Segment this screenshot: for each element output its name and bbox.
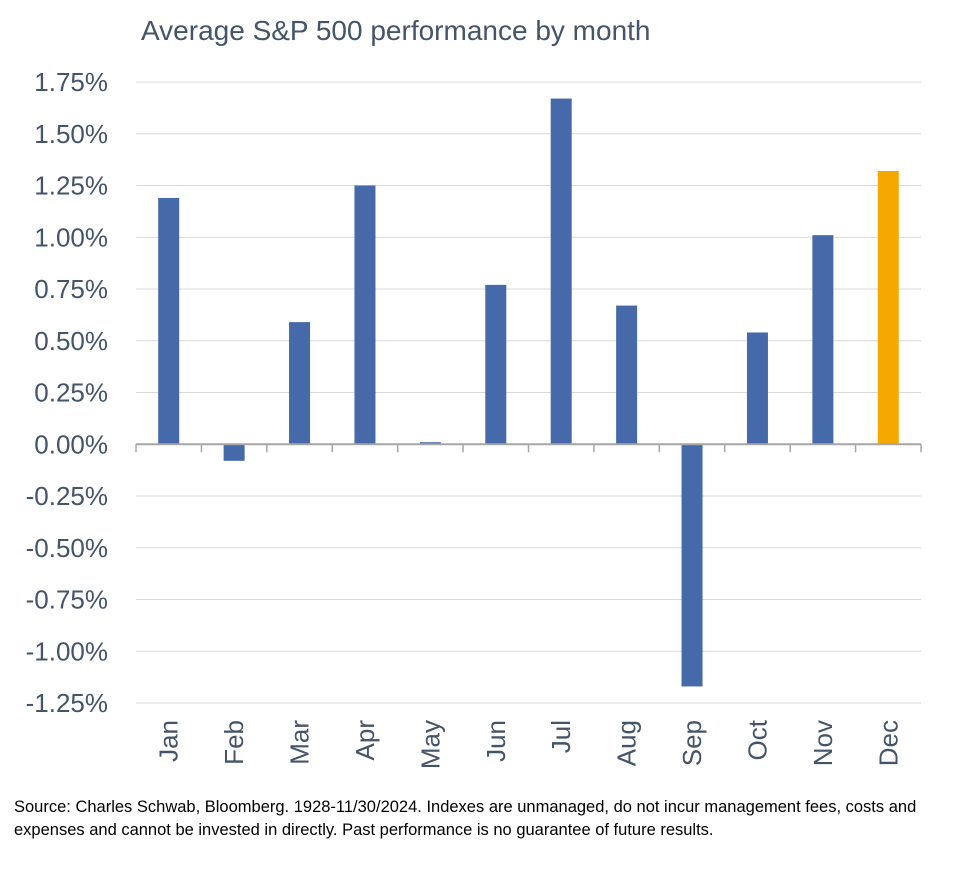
bar-apr	[354, 185, 376, 445]
source-footnote: Source: Charles Schwab, Bloomberg. 1928-…	[14, 798, 917, 839]
bar-aug	[616, 305, 638, 445]
y-tick-label: 0.25%	[34, 378, 108, 408]
x-axis-tick-labels: Jan Feb Mar Apr May Jun Jul Aug Sep Oct Nov Dec	[154, 719, 904, 769]
y-tick-label: 0.00%	[34, 429, 108, 459]
chart-title: Average S&P 500 performance by month	[141, 15, 651, 46]
x-tick-label-nov: Nov	[808, 720, 838, 766]
y-tick-label: 1.50%	[34, 119, 108, 149]
bar-sep	[681, 444, 703, 687]
x-tick-label-feb: Feb	[219, 720, 249, 765]
y-tick-label: -1.00%	[26, 636, 108, 666]
x-tick-label-aug: Aug	[612, 720, 642, 766]
y-tick-label: 0.50%	[34, 326, 108, 356]
x-tick-label-may: May	[415, 720, 445, 769]
y-tick-label: 1.25%	[34, 171, 108, 201]
bar-oct	[746, 332, 768, 445]
y-tick-label: 1.00%	[34, 222, 108, 252]
bar-may	[419, 442, 441, 445]
x-tick-label-apr: Apr	[350, 720, 380, 761]
x-tick-label-mar: Mar	[285, 720, 315, 765]
y-tick-label: 1.75%	[34, 67, 108, 97]
y-tick-label: -1.25%	[26, 688, 108, 718]
bar-mar	[289, 322, 311, 445]
bar-nov	[812, 235, 834, 445]
x-tick-label-dec: Dec	[873, 720, 903, 766]
x-axis	[135, 443, 922, 453]
bar-feb	[223, 444, 245, 461]
y-axis-tick-labels: 1.75% 1.50% 1.25% 1.00% 0.75% 0.50% 0.25% 0.00%…	[26, 67, 108, 718]
y-tick-label: -0.75%	[26, 585, 108, 615]
x-tick-label-jan: Jan	[154, 720, 184, 762]
x-tick-label-oct: Oct	[742, 719, 772, 760]
bar-jul	[550, 98, 572, 445]
y-tick-label: -0.50%	[26, 533, 108, 563]
y-tick-label: 0.75%	[34, 274, 108, 304]
x-tick-label-jun: Jun	[481, 720, 511, 762]
bar-jun	[485, 284, 507, 445]
bar-jan	[158, 197, 180, 445]
x-tick-label-jul: Jul	[546, 720, 576, 753]
gridlines	[136, 81, 921, 704]
bar-dec	[877, 171, 899, 445]
y-tick-label: -0.25%	[26, 481, 108, 511]
x-tick-label-sep: Sep	[677, 720, 707, 766]
bars	[158, 98, 899, 687]
